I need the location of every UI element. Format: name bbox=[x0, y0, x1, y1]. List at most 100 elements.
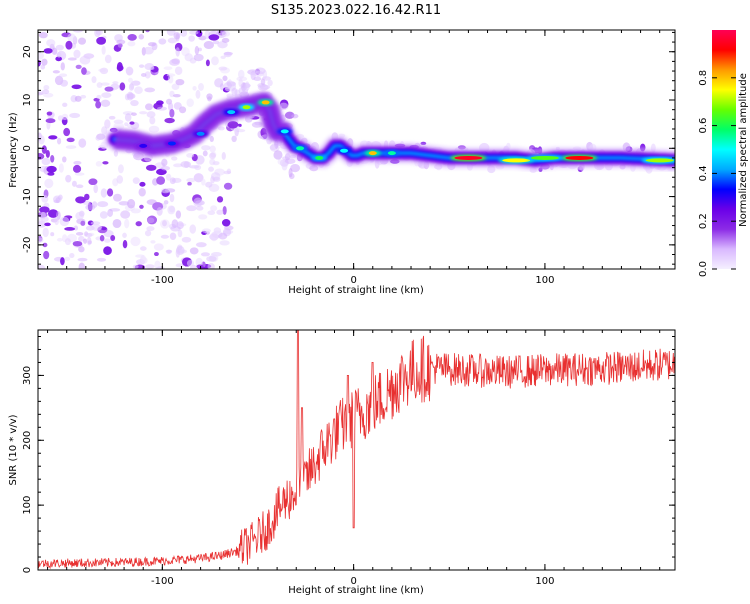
heatmap-cell bbox=[193, 197, 203, 207]
heatmap-cell bbox=[77, 257, 88, 262]
heatmap-cell bbox=[222, 75, 228, 82]
heatmap-cell bbox=[210, 176, 215, 184]
heatmap-hotspot bbox=[296, 146, 305, 151]
y-tick-label: -10 bbox=[22, 188, 33, 204]
heatmap-cell bbox=[120, 210, 131, 219]
heatmap-cell bbox=[160, 219, 170, 229]
heatmap-cell bbox=[130, 236, 141, 247]
heatmap-cell bbox=[198, 214, 208, 220]
heatmap-cell bbox=[74, 172, 85, 176]
heatmap-cell bbox=[288, 167, 293, 178]
heatmap-cell bbox=[207, 262, 215, 269]
heatmap-cell bbox=[64, 227, 76, 231]
heatmap-cell bbox=[116, 39, 126, 45]
heatmap-cell bbox=[166, 73, 176, 77]
heatmap-cell bbox=[112, 81, 119, 85]
heatmap-cell bbox=[186, 259, 195, 267]
heatmap-cell bbox=[107, 208, 114, 217]
heatmap-cell bbox=[161, 158, 168, 167]
heatmap-cell bbox=[193, 173, 204, 183]
heatmap-cell bbox=[40, 64, 46, 70]
heatmap-hotspot bbox=[280, 129, 289, 134]
heatmap-cell bbox=[146, 111, 156, 118]
heatmap-cell bbox=[63, 127, 71, 137]
heatmap-cell bbox=[210, 232, 218, 242]
snr-frame bbox=[37, 329, 676, 571]
heatmap-cell bbox=[208, 34, 220, 41]
heatmap-cell bbox=[116, 175, 124, 184]
heatmap-cell bbox=[277, 158, 283, 165]
heatmap-cell bbox=[186, 178, 196, 183]
heatmap-cell bbox=[72, 241, 83, 247]
heatmap-hotspot bbox=[315, 155, 324, 160]
heatmap-hotspot bbox=[454, 155, 483, 160]
heatmap-cell bbox=[75, 196, 86, 204]
heatmap-cell bbox=[59, 73, 68, 78]
y-tick-label: 200 bbox=[22, 431, 33, 450]
heatmap-cell bbox=[217, 126, 225, 131]
heatmap-cell bbox=[84, 193, 90, 201]
heatmap-cell bbox=[223, 182, 233, 190]
bottom-y-axis: 0 100 200 300 bbox=[22, 335, 675, 573]
heatmap-cell bbox=[171, 83, 180, 90]
heatmap-cell bbox=[43, 250, 50, 260]
x-tick-label: 0 bbox=[350, 275, 356, 286]
heatmap-cell bbox=[116, 62, 123, 72]
heatmap-cell bbox=[67, 57, 77, 61]
heatmap-cell bbox=[46, 39, 56, 47]
heatmap-cell bbox=[221, 37, 230, 43]
heatmap-cell bbox=[209, 135, 214, 143]
heatmap-cell bbox=[176, 221, 184, 230]
heatmap-cell bbox=[71, 84, 82, 90]
heatmap-cell bbox=[173, 163, 183, 168]
heatmap-cell bbox=[64, 256, 71, 261]
heatmap-cell bbox=[124, 218, 130, 229]
heatmap-cell bbox=[104, 119, 111, 129]
heatmap-cell bbox=[244, 81, 250, 91]
heatmap-cell bbox=[189, 247, 199, 255]
bottom-x-axis-label: Height of straight line (km) bbox=[288, 585, 424, 596]
y-tick-label: 0 bbox=[22, 145, 33, 151]
heatmap-cell bbox=[160, 234, 170, 239]
heatmap-cell bbox=[104, 238, 111, 243]
x-tick-label: -100 bbox=[151, 275, 174, 286]
heatmap-cell bbox=[42, 242, 48, 248]
heatmap-cell bbox=[237, 69, 245, 79]
heatmap-cell bbox=[189, 224, 197, 234]
heatmap-cell bbox=[129, 121, 135, 125]
heatmap-cell bbox=[95, 161, 103, 167]
heatmap-cell bbox=[186, 98, 194, 107]
heatmap-hotspot bbox=[167, 141, 176, 146]
heatmap-cell bbox=[72, 30, 84, 33]
colorbar-tick-label: 0.8 bbox=[698, 70, 709, 86]
heatmap-cell bbox=[189, 30, 199, 35]
heatmap-cell bbox=[175, 47, 180, 57]
heatmap-cell bbox=[144, 71, 151, 79]
heatmap-cell bbox=[207, 96, 212, 102]
heatmap-cell bbox=[140, 246, 147, 251]
heatmap-cell bbox=[171, 156, 178, 161]
heatmap-cell bbox=[150, 240, 156, 244]
heatmap-cell bbox=[195, 257, 203, 267]
snr-panel: -100 0 100 0 100 200 300 Height of straight l… bbox=[8, 329, 676, 596]
heatmap-cell bbox=[78, 262, 86, 269]
heatmap-cell bbox=[144, 87, 156, 93]
heatmap-cell bbox=[60, 257, 65, 266]
heatmap-cell bbox=[216, 209, 224, 215]
heatmap-cell bbox=[221, 30, 231, 37]
heatmap-cell bbox=[169, 58, 180, 66]
heatmap-cell bbox=[171, 219, 179, 229]
heatmap-cell bbox=[145, 103, 153, 111]
heatmap-cell bbox=[45, 118, 56, 124]
heatmap-cell bbox=[128, 83, 135, 91]
top-x-axis: -100 0 100 bbox=[47, 30, 661, 286]
heatmap-cell bbox=[93, 184, 98, 194]
heatmap-cell bbox=[196, 205, 204, 211]
heatmap-cell bbox=[118, 164, 124, 174]
heatmap-hotspot bbox=[530, 155, 559, 160]
heatmap-cell bbox=[66, 137, 75, 143]
heatmap-cell bbox=[195, 89, 201, 99]
heatmap-cell bbox=[200, 252, 210, 257]
heatmap-cell bbox=[165, 173, 172, 181]
heatmap-cell bbox=[78, 246, 85, 253]
